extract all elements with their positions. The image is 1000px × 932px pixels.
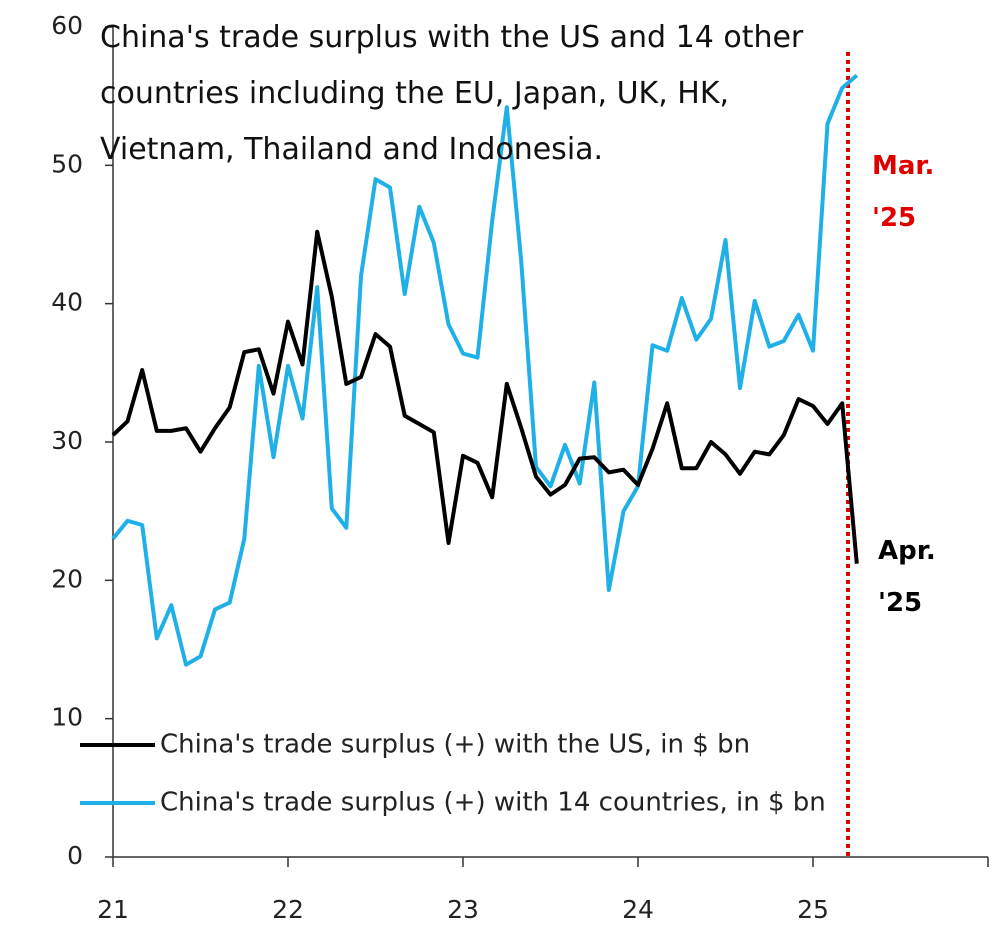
x-tick-label: 22	[272, 895, 304, 924]
x-tick-label: 21	[97, 895, 129, 924]
line-series	[111, 73, 859, 667]
annotation: Mar. '25	[872, 151, 935, 233]
line-series	[111, 229, 859, 564]
y-tick-label: 50	[51, 149, 83, 178]
y-tick-label: 10	[51, 703, 83, 732]
x-tick-label: 25	[797, 895, 829, 924]
chart-title: China's trade surplus with the US and 14…	[100, 20, 804, 167]
y-tick-label: 30	[51, 426, 83, 455]
legend-label: China's trade surplus (+) with 14 countr…	[160, 788, 826, 818]
legend-label: China's trade surplus (+) with the US, i…	[160, 730, 750, 760]
annotation: Apr. '25	[878, 536, 936, 618]
y-tick-label: 20	[51, 564, 83, 593]
x-tick-label: 23	[447, 895, 479, 924]
y-tick-label: 40	[51, 288, 83, 317]
x-tick-label: 24	[622, 895, 654, 924]
y-tick-label: 0	[67, 841, 83, 870]
y-tick-label: 60	[51, 11, 83, 40]
